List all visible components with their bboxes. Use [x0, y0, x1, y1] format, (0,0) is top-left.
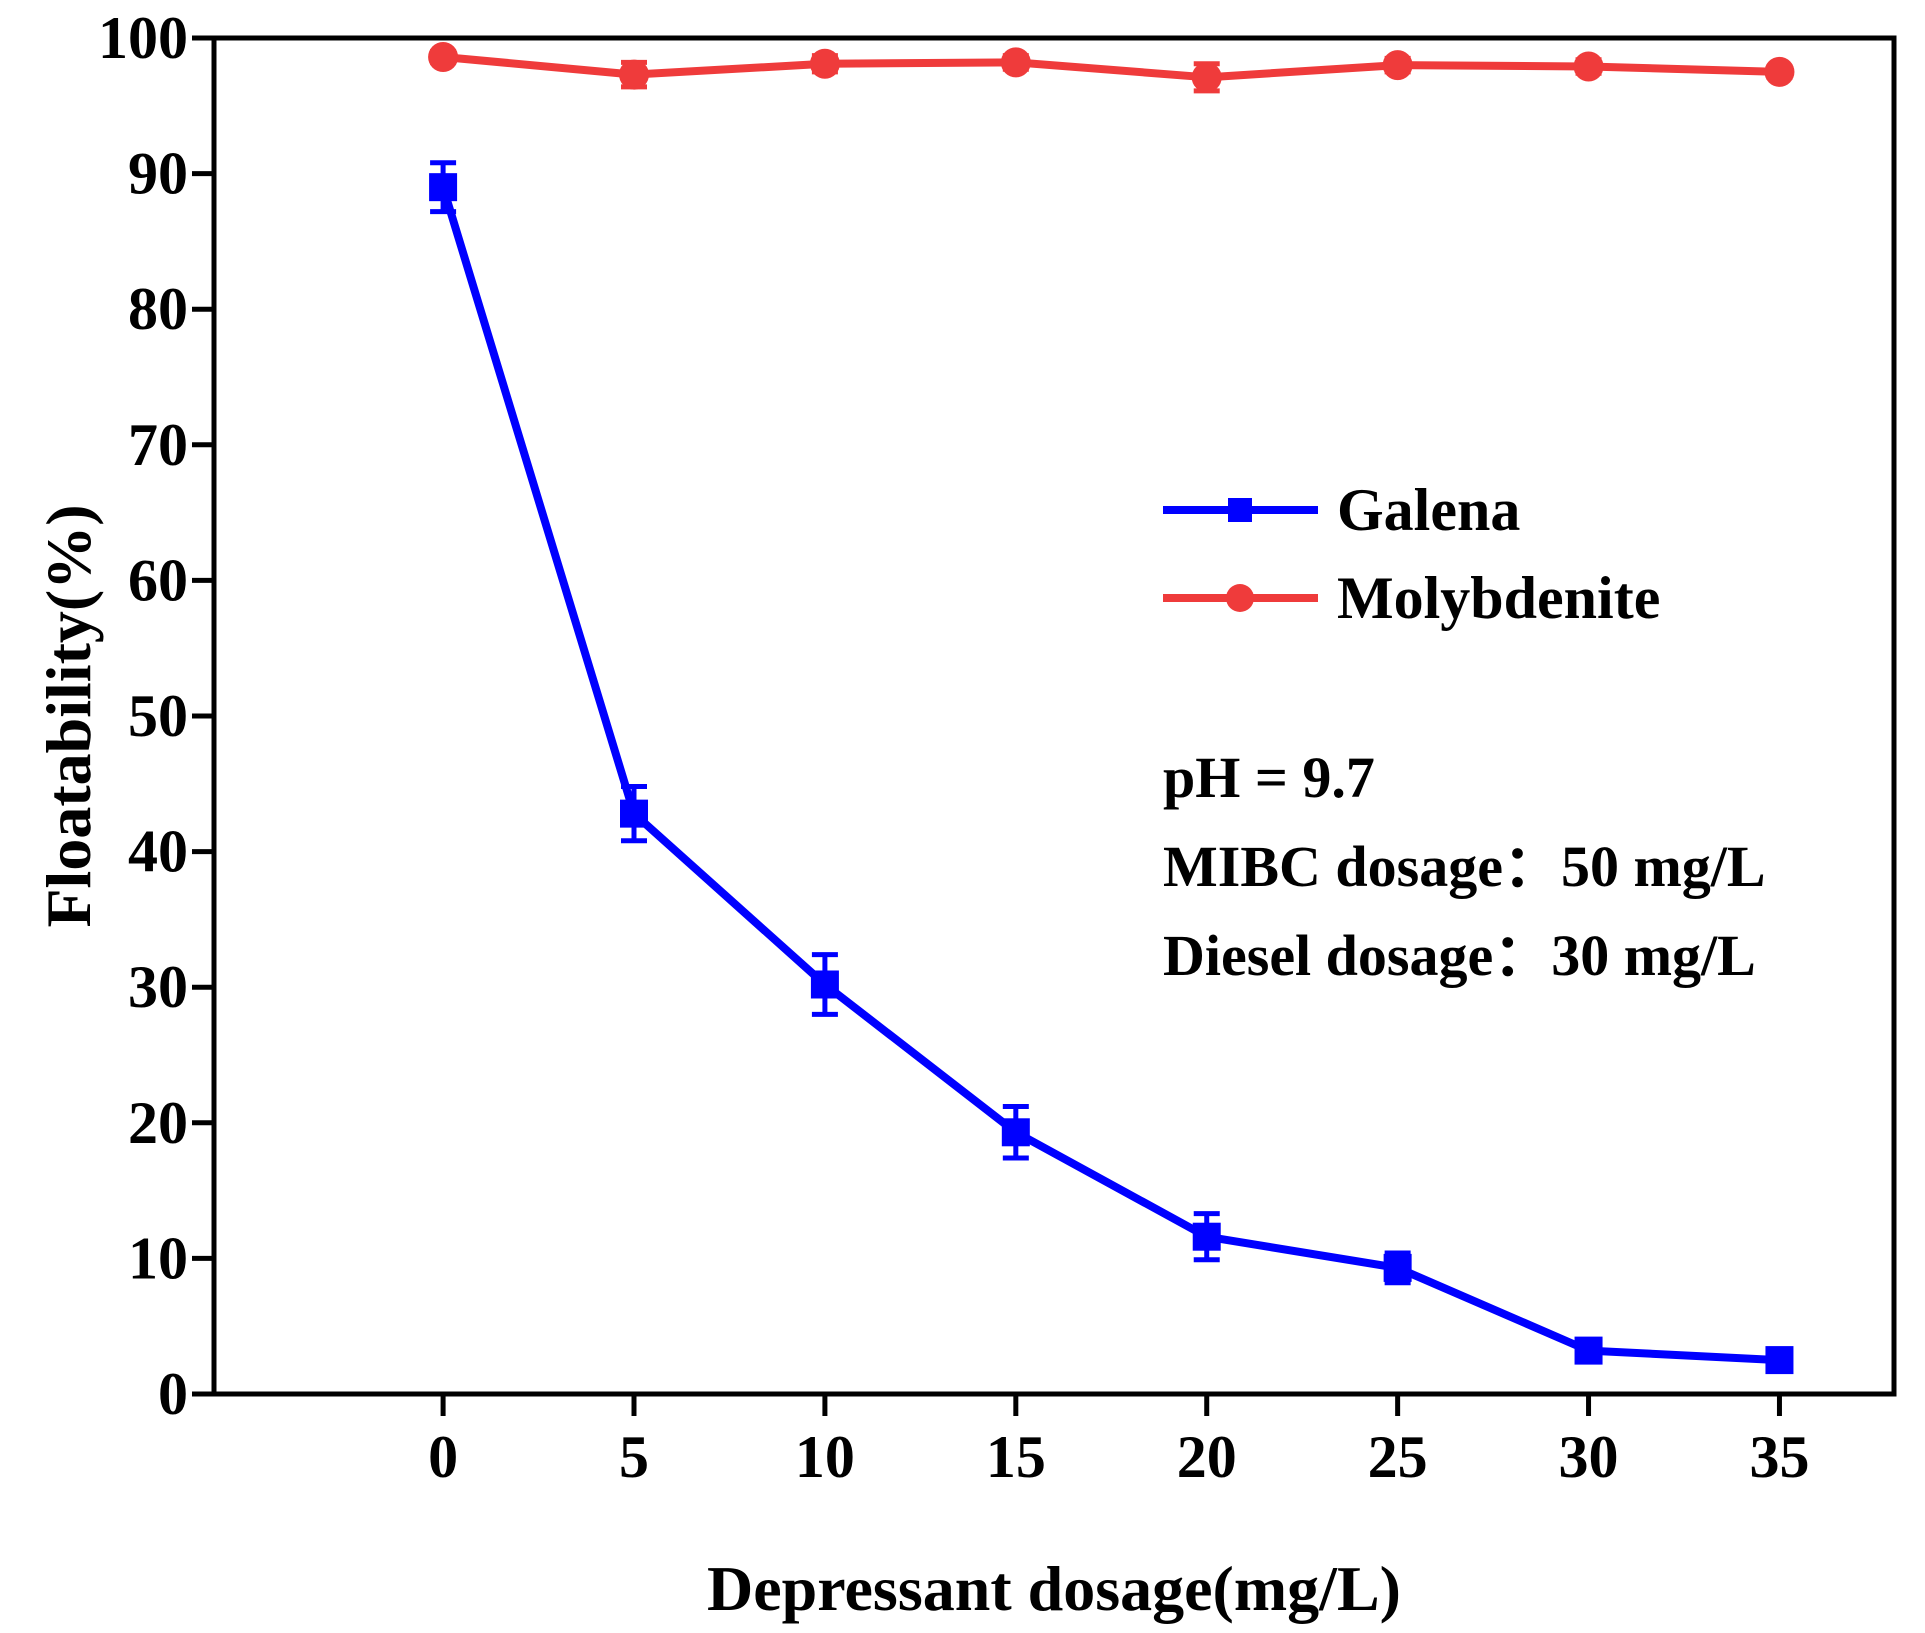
molybdenite-point	[619, 59, 649, 90]
molybdenite-point	[1191, 62, 1222, 93]
molybdenite-point	[428, 41, 459, 72]
y-tick-label: 0	[158, 1361, 188, 1427]
y-tick-label: 40	[128, 819, 188, 885]
plot-frame	[211, 35, 1897, 1397]
legend-label-galena: Galena	[1337, 477, 1520, 543]
y-tick-label: 90	[128, 141, 188, 207]
galena-point	[1574, 1336, 1603, 1365]
galena-point	[810, 970, 839, 999]
molybdenite-line	[442, 53, 1780, 82]
galena-line	[439, 185, 1780, 1365]
annotation-diesel-dosage: Diesel dosage：30 mg/L	[1163, 923, 1756, 988]
y-tick-label: 20	[128, 1090, 188, 1156]
legend-label-molybdenite: Molybdenite	[1337, 565, 1660, 631]
data-series	[428, 41, 1795, 1375]
molybdenite-point	[1573, 51, 1604, 82]
galena-point	[1383, 1253, 1412, 1282]
galena-point	[1001, 1118, 1030, 1147]
y-tick-label: 50	[128, 683, 188, 749]
galena-point	[1192, 1222, 1221, 1251]
x-tick-label: 15	[986, 1424, 1046, 1490]
y-tick-label: 100	[98, 5, 188, 71]
galena-point	[620, 799, 648, 828]
y-tick-label: 10	[128, 1225, 188, 1291]
y-tick-label: 30	[128, 954, 188, 1020]
legend: Galena Molybdenite	[1163, 477, 1660, 631]
x-axis-label: Depressant dosage(mg/L)	[707, 1553, 1401, 1624]
molybdenite-point	[1382, 50, 1413, 81]
conditions-annotation: pH = 9.7 MIBC dosage：50 mg/L Diesel dosa…	[1163, 745, 1766, 988]
molybdenite-point	[1764, 56, 1795, 87]
y-tick-label: 60	[128, 547, 188, 613]
x-tick-label: 30	[1559, 1424, 1619, 1490]
x-tick-label: 0	[428, 1424, 458, 1490]
y-tick-label: 80	[128, 276, 188, 342]
x-tick-label: 20	[1177, 1424, 1237, 1490]
x-tick-label: 5	[619, 1424, 649, 1490]
legend-marker-galena	[1228, 498, 1252, 522]
legend-marker-molybdenite	[1226, 584, 1254, 612]
x-tick-label: 25	[1368, 1424, 1428, 1490]
x-tick-label: 35	[1749, 1424, 1809, 1490]
galena-point	[429, 173, 458, 202]
y-tick-label: 70	[128, 412, 188, 478]
molybdenite-point	[1000, 47, 1031, 78]
y-axis-label: Floatability(%)	[33, 504, 104, 927]
x-tick-label: 10	[795, 1424, 855, 1490]
molybdenite-point	[809, 48, 840, 79]
annotation-ph: pH = 9.7	[1163, 745, 1375, 810]
annotation-mibc-dosage: MIBC dosage：50 mg/L	[1163, 834, 1766, 899]
galena-point	[1765, 1346, 1794, 1375]
axis-ticks: 0 5 10 15 20 25 30 35 0 10 20 30 40 50 60 70 80 90 100	[98, 5, 1809, 1490]
